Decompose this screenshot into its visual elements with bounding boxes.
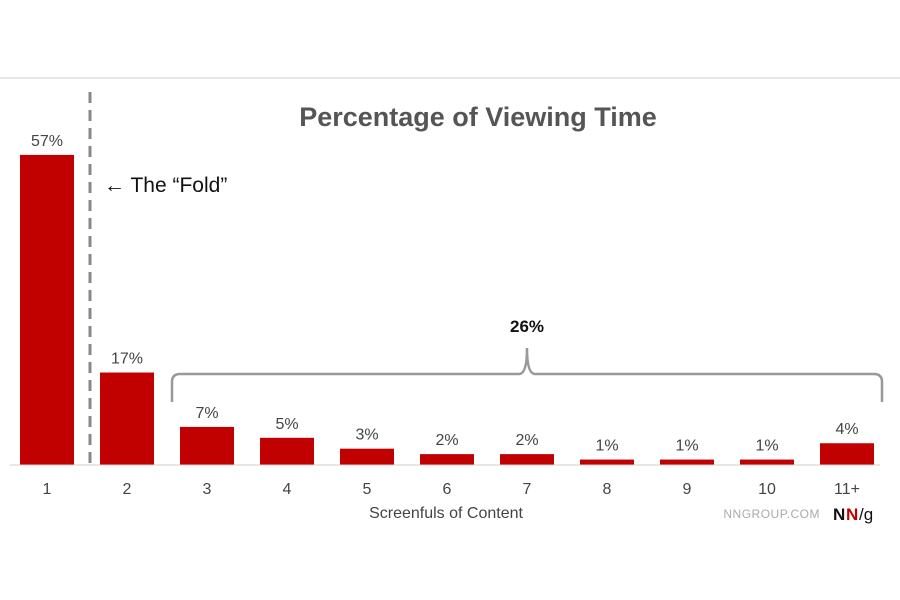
tick-label-1: 1	[43, 481, 52, 498]
tick-label-7: 7	[523, 481, 532, 498]
logo-g: /g	[859, 505, 873, 524]
bar-4	[260, 437, 314, 465]
bar-1	[20, 154, 74, 466]
value-label-6: 2%	[435, 432, 458, 449]
bar-6	[420, 454, 474, 465]
value-label-5: 3%	[355, 427, 378, 444]
value-label-8: 1%	[595, 438, 618, 455]
value-label-11+: 4%	[835, 421, 858, 438]
tick-label-8: 8	[603, 481, 612, 498]
tick-label-10: 10	[758, 481, 776, 498]
tick-label-5: 5	[363, 481, 372, 498]
bar-8	[580, 459, 634, 465]
bar-9	[660, 459, 714, 465]
value-label-2: 17%	[111, 351, 143, 368]
value-label-7: 2%	[515, 432, 538, 449]
x-tick-labels: 1 2 3 4 5 6 7 8 9 10 11+	[43, 481, 860, 498]
bracket-label: 26%	[510, 317, 544, 336]
value-labels: 57% 17% 7% 5% 3% 2% 2% 1% 1% 1% 4%	[31, 133, 859, 455]
tick-label-9: 9	[683, 481, 692, 498]
bar-3	[180, 426, 234, 465]
value-label-1: 57%	[31, 133, 63, 150]
x-axis-label: Screenfuls of Content	[369, 505, 523, 522]
bars	[20, 154, 874, 466]
bar-7	[500, 454, 554, 465]
tick-label-4: 4	[283, 481, 292, 498]
fold-label: ← The “Fold”	[104, 174, 227, 197]
bar-10	[740, 459, 794, 465]
bar-2	[100, 372, 154, 465]
logo-n-black: N	[833, 505, 845, 524]
tick-label-2: 2	[123, 481, 132, 498]
tick-label-3: 3	[203, 481, 212, 498]
value-label-3: 7%	[195, 405, 218, 422]
bar-11+	[820, 443, 874, 465]
bar-5	[340, 448, 394, 465]
logo-n-red: N	[846, 505, 858, 524]
value-label-10: 1%	[755, 438, 778, 455]
site-url: NNGROUP.COM	[723, 507, 820, 521]
chart-title: Percentage of Viewing Time	[299, 102, 657, 132]
tick-label-11+: 11+	[834, 481, 860, 498]
bracket-26	[170, 347, 884, 402]
tick-label-6: 6	[443, 481, 452, 498]
value-label-9: 1%	[675, 438, 698, 455]
value-label-4: 5%	[275, 416, 298, 433]
